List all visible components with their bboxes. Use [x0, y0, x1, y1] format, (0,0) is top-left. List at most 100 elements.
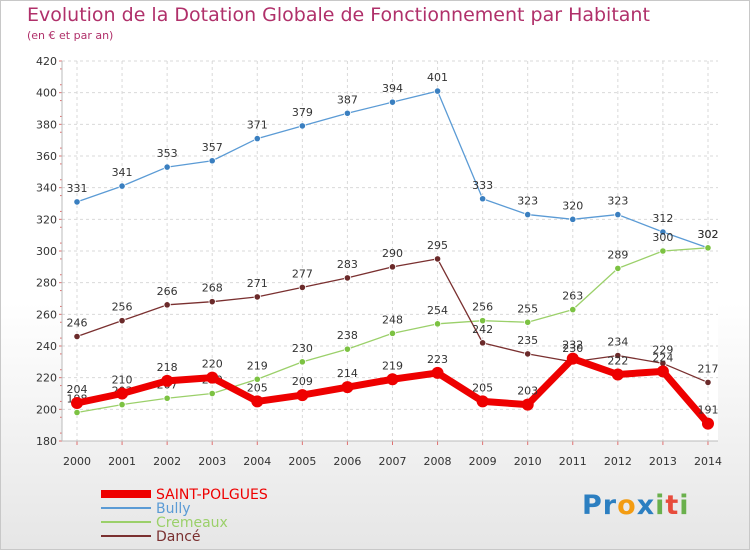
data-label-cremeaux: 248 [382, 313, 403, 326]
data-point-cremeaux [208, 389, 216, 398]
y-tick-label: 360 [36, 150, 57, 163]
data-point-bully [118, 182, 126, 190]
data-label-cremeaux: 256 [472, 301, 493, 314]
data-label-bully: 302 [697, 228, 718, 241]
logo-letter: t [665, 490, 680, 521]
data-label-saint-polgues: 232 [562, 339, 583, 352]
data-point-danc [118, 317, 126, 325]
data-point-saint-polgues [476, 395, 489, 408]
data-point-bully [659, 228, 667, 236]
logo-letter: i [655, 490, 666, 521]
data-point-cremeaux [73, 408, 81, 417]
data-point-cremeaux [163, 394, 171, 402]
data-point-bully [343, 109, 352, 117]
y-tick-label: 340 [36, 182, 57, 195]
data-label-bully: 323 [607, 195, 628, 208]
data-point-danc [388, 263, 397, 271]
logo-letter: x [636, 490, 656, 521]
proxiti-logo: Proxiti [582, 490, 690, 521]
data-label-saint-polgues: 191 [697, 404, 718, 417]
logo-letter: P [582, 490, 603, 521]
data-point-cremeaux [253, 375, 261, 383]
y-tick-label: 200 [36, 403, 57, 416]
x-tick-label: 2013 [649, 455, 677, 468]
data-label-bully: 371 [247, 119, 268, 132]
logo-letter: r [602, 490, 618, 521]
data-point-bully [524, 210, 532, 219]
data-point-danc [343, 274, 352, 282]
data-label-danc: 277 [292, 267, 313, 280]
data-point-bully [433, 87, 442, 95]
data-point-cremeaux [704, 244, 712, 252]
data-label-bully: 394 [382, 82, 403, 95]
data-label-bully: 333 [472, 179, 493, 192]
data-point-saint-polgues [386, 373, 399, 386]
data-label-danc: 246 [67, 317, 88, 330]
x-tick-label: 2005 [288, 455, 316, 468]
y-tick-label: 400 [36, 87, 57, 100]
data-label-saint-polgues: 205 [472, 381, 493, 394]
data-point-cremeaux [343, 345, 352, 353]
data-label-saint-polgues: 210 [112, 374, 133, 387]
data-label-saint-polgues: 219 [382, 359, 403, 372]
y-tick-label: 420 [36, 55, 57, 68]
data-label-cremeaux: 300 [652, 231, 673, 244]
y-tick-label: 380 [36, 118, 57, 131]
x-tick-label: 2004 [243, 455, 271, 468]
x-tick-label: 2001 [108, 455, 136, 468]
data-point-bully [569, 215, 577, 223]
legend-label-saint-polgues: SAINT-POLGUES [156, 487, 268, 503]
data-label-danc: 242 [472, 323, 493, 336]
data-point-cremeaux [659, 247, 667, 255]
y-tick-label: 240 [36, 340, 57, 353]
data-label-bully: 401 [427, 71, 448, 84]
data-label-danc: 271 [247, 277, 268, 290]
y-tick-label: 320 [36, 213, 57, 226]
data-label-danc: 266 [157, 285, 178, 298]
x-tick-label: 2010 [514, 455, 542, 468]
data-point-danc [253, 293, 261, 301]
data-label-bully: 341 [112, 166, 133, 179]
data-point-bully [208, 157, 216, 165]
x-tick-label: 2007 [378, 455, 406, 468]
y-tick-label: 280 [36, 277, 57, 290]
data-label-saint-polgues: 204 [67, 383, 88, 396]
data-point-saint-polgues [341, 381, 354, 394]
data-label-saint-polgues: 224 [652, 351, 673, 364]
data-label-bully: 357 [202, 141, 223, 154]
data-point-bully [298, 122, 306, 130]
y-tick-label: 180 [36, 435, 57, 448]
data-point-bully [73, 198, 81, 206]
data-label-saint-polgues: 218 [157, 361, 178, 374]
data-point-danc [163, 301, 171, 309]
data-point-cremeaux [524, 318, 532, 326]
data-point-bully [479, 195, 487, 203]
data-label-danc: 217 [697, 362, 718, 375]
data-label-danc: 235 [517, 334, 538, 347]
data-label-danc: 268 [202, 282, 223, 295]
data-point-danc [704, 378, 712, 387]
data-label-bully: 387 [337, 93, 358, 106]
data-point-cremeaux [118, 400, 126, 409]
data-label-bully: 379 [292, 106, 313, 119]
data-label-cremeaux: 230 [292, 342, 313, 355]
x-tick-label: 2003 [198, 455, 226, 468]
logo-letter: i [679, 490, 690, 521]
data-label-saint-polgues: 209 [292, 375, 313, 388]
data-label-bully: 331 [67, 182, 88, 195]
x-tick-label: 2014 [694, 455, 722, 468]
data-label-cremeaux: 219 [247, 359, 268, 372]
data-label-cremeaux: 263 [562, 290, 583, 303]
data-label-cremeaux: 255 [517, 302, 538, 315]
data-point-bully [614, 210, 622, 219]
data-label-danc: 234 [607, 336, 628, 349]
data-point-saint-polgues [251, 395, 264, 408]
data-label-saint-polgues: 214 [337, 367, 358, 380]
data-point-saint-polgues [566, 352, 579, 365]
data-point-saint-polgues [656, 365, 669, 378]
data-point-danc [298, 283, 306, 292]
data-point-saint-polgues [71, 397, 83, 409]
y-tick-label: 300 [36, 245, 57, 258]
data-label-saint-polgues: 203 [517, 385, 538, 398]
